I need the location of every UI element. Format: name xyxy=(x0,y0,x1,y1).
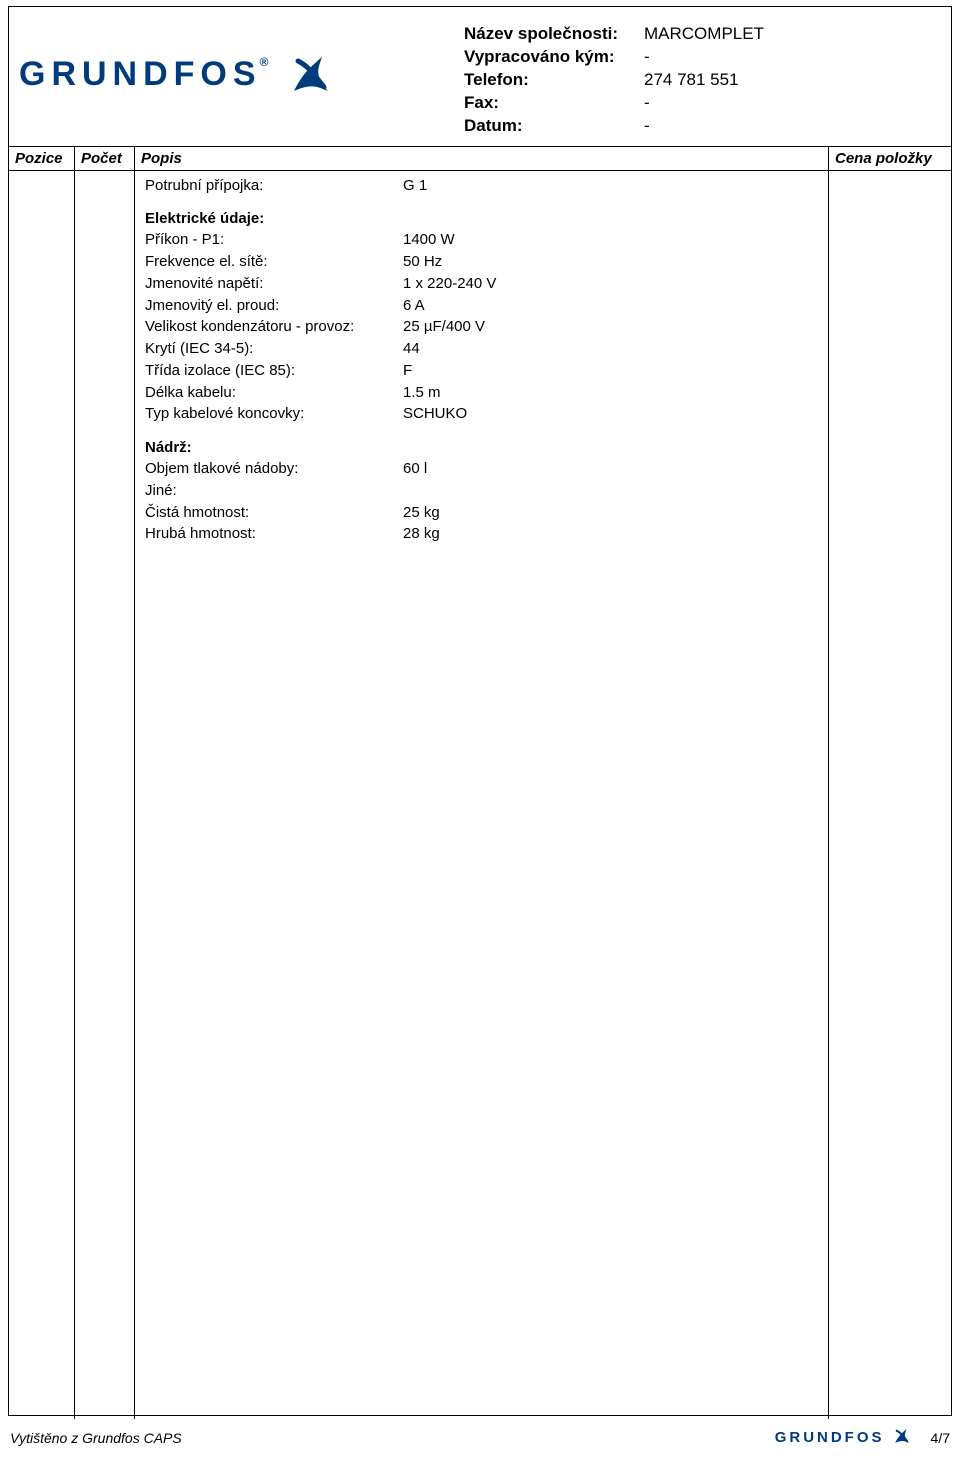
brand-logo: GRUNDFOS® xyxy=(19,21,464,101)
col-header-pozice: Pozice xyxy=(9,147,75,170)
header-row-date: Datum: - xyxy=(464,115,941,138)
footer-brand-text: GRUNDFOS xyxy=(775,1429,885,1446)
page-header: GRUNDFOS® Název společnosti: MARCOMPLET … xyxy=(9,7,951,147)
spec-value: 25 kg xyxy=(403,502,818,524)
spec-row: Krytí (IEC 34-5): 44 xyxy=(145,338,818,360)
brand-wordmark: GRUNDFOS® xyxy=(19,55,274,94)
spec-label: Jmenovité napětí: xyxy=(145,273,403,295)
spec-label: Objem tlakové nádoby: xyxy=(145,458,403,480)
page-footer: Vytištěno z Grundfos CAPS GRUNDFOS 4/7 xyxy=(10,1425,950,1450)
spec-label: Velikost kondenzátoru - provoz: xyxy=(145,316,403,338)
spec-row: Třída izolace (IEC 85): F xyxy=(145,360,818,382)
cell-popis: Potrubní přípojka: G 1 Elektrické údaje:… xyxy=(135,171,829,1419)
spec-value: 28 kg xyxy=(403,523,818,545)
cell-pocet xyxy=(75,171,135,1419)
spec-value: SCHUKO xyxy=(403,403,818,425)
spec-value: 1400 W xyxy=(403,229,818,251)
spec-label: Frekvence el. sítě: xyxy=(145,251,403,273)
spec-label: Třída izolace (IEC 85): xyxy=(145,360,403,382)
brand-mark-icon xyxy=(284,47,338,101)
footer-brand-logo: GRUNDFOS xyxy=(775,1425,913,1450)
registered-mark: ® xyxy=(260,55,275,69)
header-label: Vypracováno kým: xyxy=(464,46,644,69)
spec-label: Potrubní přípojka: xyxy=(145,175,403,197)
spec-row: Jmenovitý el. proud: 6 A xyxy=(145,295,818,317)
header-value: - xyxy=(644,46,941,69)
header-row-fax: Fax: - xyxy=(464,92,941,115)
spec-value: 1.5 m xyxy=(403,382,818,404)
header-value: - xyxy=(644,115,941,138)
spec-value xyxy=(403,480,818,502)
table-body: Potrubní přípojka: G 1 Elektrické údaje:… xyxy=(9,171,951,1419)
header-info-block: Název společnosti: MARCOMPLET Vypracován… xyxy=(464,21,941,138)
spec-row: Čistá hmotnost: 25 kg xyxy=(145,502,818,524)
header-value: - xyxy=(644,92,941,115)
spec-row: Příkon - P1: 1400 W xyxy=(145,229,818,251)
footer-brand-mark-icon xyxy=(891,1425,913,1450)
spec-row: Objem tlakové nádoby: 60 l xyxy=(145,458,818,480)
spec-row: Frekvence el. sítě: 50 Hz xyxy=(145,251,818,273)
col-header-pocet: Počet xyxy=(75,147,135,170)
section-heading-tank: Nádrž: xyxy=(145,439,818,456)
spec-value: 50 Hz xyxy=(403,251,818,273)
spec-label: Čistá hmotnost: xyxy=(145,502,403,524)
brand-name-text: GRUNDFOS xyxy=(19,55,262,93)
spec-value: 44 xyxy=(403,338,818,360)
spec-label: Délka kabelu: xyxy=(145,382,403,404)
page-border: GRUNDFOS® Název společnosti: MARCOMPLET … xyxy=(8,6,952,1416)
cell-cena xyxy=(829,171,951,1419)
spec-value: F xyxy=(403,360,818,382)
spec-value: 25 µF/400 V xyxy=(403,316,818,338)
spec-value: 1 x 220-240 V xyxy=(403,273,818,295)
header-label: Telefon: xyxy=(464,69,644,92)
spec-value: 6 A xyxy=(403,295,818,317)
col-header-cena: Cena položky xyxy=(829,147,951,170)
header-label: Datum: xyxy=(464,115,644,138)
spec-row: Jiné: xyxy=(145,480,818,502)
spec-label: Hrubá hmotnost: xyxy=(145,523,403,545)
header-value: 274 781 551 xyxy=(644,69,941,92)
header-row-company: Název společnosti: MARCOMPLET xyxy=(464,23,941,46)
spec-row: Velikost kondenzátoru - provoz: 25 µF/40… xyxy=(145,316,818,338)
col-header-popis: Popis xyxy=(135,147,829,170)
spec-label: Příkon - P1: xyxy=(145,229,403,251)
header-value: MARCOMPLET xyxy=(644,23,941,46)
spec-label: Jmenovitý el. proud: xyxy=(145,295,403,317)
spec-label: Krytí (IEC 34-5): xyxy=(145,338,403,360)
table-column-headers: Pozice Počet Popis Cena položky xyxy=(9,147,951,171)
spec-row: Délka kabelu: 1.5 m xyxy=(145,382,818,404)
spec-label: Typ kabelové koncovky: xyxy=(145,403,403,425)
spec-value: 60 l xyxy=(403,458,818,480)
spec-value: G 1 xyxy=(403,175,818,197)
header-row-author: Vypracováno kým: - xyxy=(464,46,941,69)
header-label: Název společnosti: xyxy=(464,23,644,46)
spec-row: Potrubní přípojka: G 1 xyxy=(145,175,818,197)
header-label: Fax: xyxy=(464,92,644,115)
spec-label: Jiné: xyxy=(145,480,403,502)
header-row-phone: Telefon: 274 781 551 xyxy=(464,69,941,92)
page-number: 4/7 xyxy=(931,1430,950,1446)
spec-row: Jmenovité napětí: 1 x 220-240 V xyxy=(145,273,818,295)
spec-row: Hrubá hmotnost: 28 kg xyxy=(145,523,818,545)
section-heading-electric: Elektrické údaje: xyxy=(145,210,818,227)
cell-pozice xyxy=(9,171,75,1419)
spec-row: Typ kabelové koncovky: SCHUKO xyxy=(145,403,818,425)
footer-printed-from: Vytištěno z Grundfos CAPS xyxy=(10,1430,182,1446)
